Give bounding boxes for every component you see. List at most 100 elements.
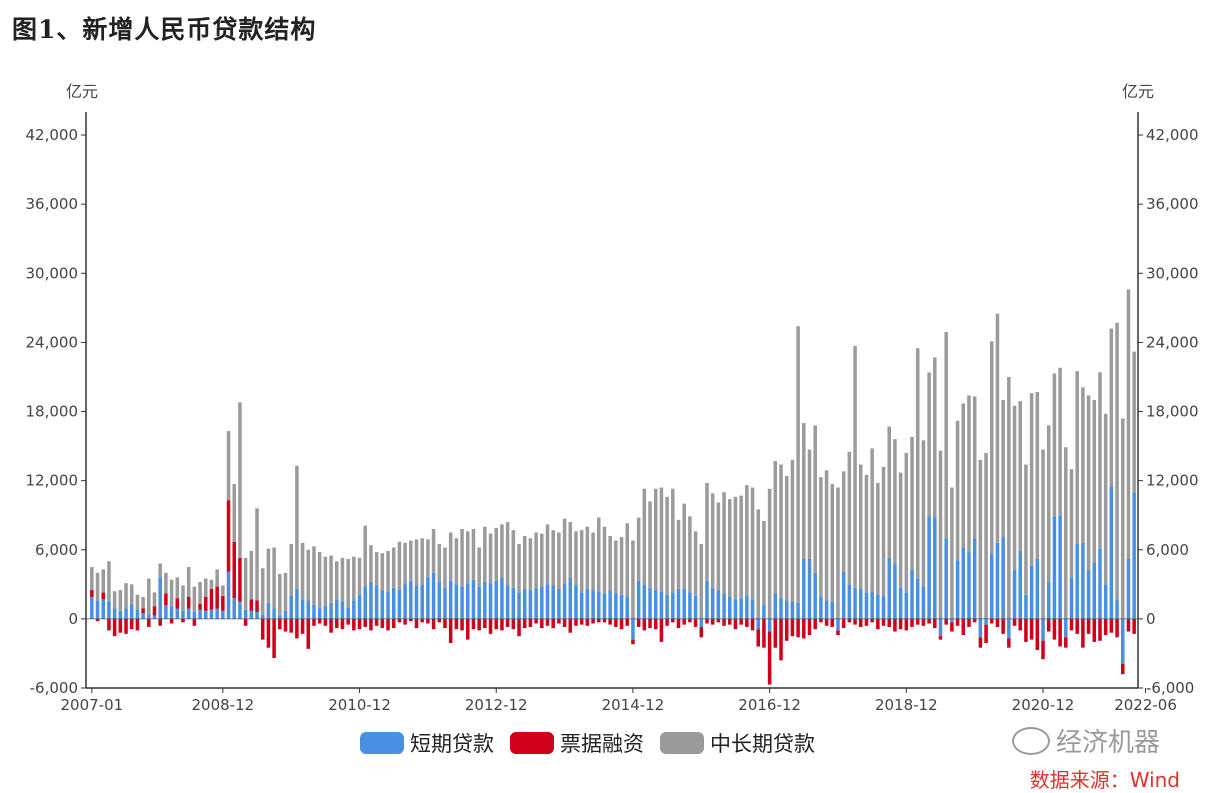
bar-bill-financing [722,618,726,626]
bar-short-term [676,588,681,619]
bar-bill-financing [1081,618,1085,648]
bar-long-term [688,516,692,593]
bar-long-term [534,532,538,588]
y-tick-label-left: 36,000 [26,195,79,213]
bar-long-term [1007,376,1011,619]
bar-bill-financing [1103,618,1108,636]
bar-long-term [847,451,852,585]
bar-short-term [665,594,669,619]
bar-long-term [426,539,430,578]
bar-bill-financing [243,618,248,626]
bar-long-term [961,403,966,548]
legend-item-long-term[interactable]: 中长期贷款 [660,728,815,758]
bar-long-term [990,341,994,555]
bar-long-term [597,517,601,592]
bar-bill-financing [323,618,328,626]
bar-short-term [340,601,345,619]
bar-long-term [283,572,288,611]
bar-bill-financing [107,618,111,631]
bar-long-term [608,535,612,591]
bar-short-term [802,558,806,619]
bar-bill-financing [215,586,219,609]
bar-long-term [483,526,487,583]
bar-long-term [517,544,521,593]
bar-long-term [540,533,544,587]
bar-bill-financing [1046,618,1051,632]
y-tick-label-right: -6,000 [1146,679,1194,697]
bar-bill-financing [186,596,191,609]
bar-bill-financing [933,618,937,629]
bar-long-term [448,532,453,581]
bar-long-term [152,592,157,607]
bar-long-term [141,596,145,609]
bar-short-term [329,602,333,619]
bar-bill-financing [574,618,578,626]
bar-bill-financing [819,618,823,623]
bar-bill-financing [716,618,721,623]
x-tick-label: 2010-12 [328,696,391,714]
bar-long-term [1064,447,1068,619]
bar-long-term [431,529,436,573]
bar-short-term [881,595,886,619]
bar-bill-financing [534,618,538,624]
bar-long-term [420,538,424,585]
bar-bill-financing [562,618,567,627]
bar-long-term [278,573,282,616]
bar-short-term [238,601,242,619]
bar-bill-financing [1132,618,1136,634]
bar-long-term [437,544,442,583]
bar-short-term [152,615,157,619]
bar-short-term [1103,584,1108,619]
bar-long-term [557,532,561,589]
bar-long-term [1041,449,1045,619]
bar-long-term [477,547,481,587]
bar-short-term [984,618,988,625]
bar-bill-financing [118,618,123,633]
bar-long-term [562,518,567,584]
bar-short-term [807,558,812,619]
legend-item-bill-financing[interactable]: 票据融资 [510,728,644,758]
bar-short-term [619,594,624,619]
bar-bill-financing [1121,663,1125,675]
bar-bill-financing [500,618,504,631]
bar-bill-financing [226,500,231,572]
y-tick-label-right: 12,000 [1146,472,1199,490]
bar-short-term [300,599,305,619]
bar-bill-financing [312,618,316,626]
bar-short-term [1086,570,1091,619]
bar-short-term [779,598,783,619]
bar-bill-financing [232,541,236,599]
bar-bill-financing [881,618,886,626]
bar-short-term [477,586,481,619]
bar-long-term [107,561,111,602]
bar-bill-financing [625,618,629,626]
bar-short-term [631,618,635,640]
bar-short-term [585,588,590,619]
bar-bill-financing [728,618,732,625]
bar-short-term [767,618,772,632]
bar-short-term [295,588,299,619]
bar-short-term [369,582,373,619]
bar-bill-financing [483,618,487,629]
bar-short-term [283,610,288,619]
bar-long-term [352,556,356,601]
bar-bill-financing [1029,618,1034,640]
bar-short-term [141,613,145,619]
bar-short-term [483,582,487,619]
bar-short-term [893,563,897,619]
bar-short-term [728,596,732,619]
bar-short-term [927,516,931,619]
bar-short-term [409,580,413,619]
bar-long-term [266,548,271,603]
bar-short-term [762,605,766,619]
bar-short-term [1024,594,1028,619]
bar-short-term [471,579,476,619]
legend-item-short-term[interactable]: 短期贷款 [360,728,494,758]
bar-short-term [95,600,100,619]
bar-long-term [1126,289,1131,559]
bar-short-term [260,614,265,619]
bar-long-term [745,485,749,596]
bar-long-term [784,476,789,601]
bar-long-term [1098,372,1102,549]
bar-bill-financing [1041,640,1045,660]
